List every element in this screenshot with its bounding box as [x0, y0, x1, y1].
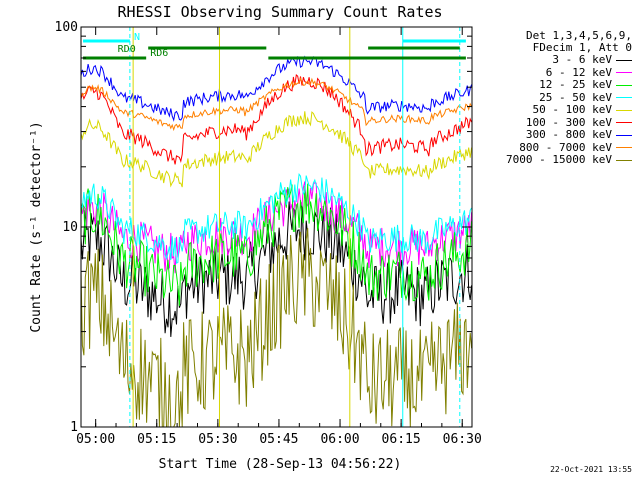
legend-entry: 25 - 50 keV — [462, 90, 632, 105]
x-tick-label: 05:15 — [137, 432, 176, 447]
x-tick-label: 05:30 — [198, 432, 237, 447]
legend-entry: 800 - 7000 keV — [462, 140, 632, 155]
legend-swatch — [616, 84, 632, 86]
legend-header-line-2: FDecim 1, Att 0 — [532, 41, 632, 54]
x-tick-label: 05:00 — [76, 432, 115, 447]
x-tick-label: 05:45 — [259, 432, 298, 447]
series-line — [80, 183, 473, 307]
legend-label: 50 - 100 keV — [532, 103, 612, 117]
series-line — [80, 181, 473, 274]
legend-swatch — [616, 97, 632, 99]
chart-title: RHESSI Observing Summary Count Rates — [117, 3, 442, 21]
x-tick-label: 06:30 — [443, 432, 482, 447]
legend-entry: 6 - 12 keV — [462, 65, 632, 80]
series-line — [80, 77, 473, 132]
y-tick-label: 10 — [62, 220, 78, 235]
annotation-label: RD0 — [118, 44, 136, 55]
legend-entry: 100 - 300 keV — [462, 115, 632, 130]
plot-frame — [80, 26, 473, 428]
legend: Det 1,3,4,5,6,9, FDecim 1, Att 0 3 - 6 k… — [462, 30, 632, 167]
annotation-label: N — [134, 32, 140, 43]
legend-swatch — [616, 59, 632, 61]
series-line — [80, 55, 473, 122]
y-tick-label: 100 — [55, 20, 78, 35]
series-line — [80, 173, 473, 264]
legend-label: 6 - 12 keV — [545, 65, 612, 79]
legend-entry: 7000 - 15000 keV — [462, 154, 632, 167]
legend-label: 100 - 300 keV — [525, 115, 612, 129]
legend-swatch — [616, 134, 632, 136]
series-line — [80, 228, 473, 428]
series-line — [80, 74, 473, 165]
legend-swatch — [616, 109, 632, 111]
y-axis-label: Count Rate (s⁻¹ detector⁻¹) — [29, 121, 44, 332]
x-axis-label: Start Time (28-Sep-13 04:56:22) — [159, 457, 402, 472]
legend-swatch — [616, 159, 632, 161]
y-tick-label: 1 — [70, 420, 78, 435]
annotation-label: RD6 — [150, 48, 168, 59]
series-line — [80, 111, 473, 188]
legend-swatch — [616, 72, 632, 74]
legend-label: 7000 - 15000 keV — [506, 153, 612, 167]
axes: 05:00 05:15 05:30 05:45 06:00 06:15 06:30 1 10 10… — [55, 20, 482, 447]
legend-header-line-1: Det 1,3,4,5,6,9, — [526, 29, 632, 42]
legend-swatch — [616, 122, 632, 124]
legend-swatch — [616, 147, 632, 149]
x-tick-label: 06:00 — [320, 432, 359, 447]
legend-entry: 12 - 25 keV — [462, 79, 632, 92]
legend-entry: 50 - 100 keV — [462, 104, 632, 117]
footer-timestamp: 22-Oct-2021 13:55 — [550, 465, 632, 474]
legend-entry: 3 - 6 keV — [462, 54, 632, 67]
legend-label: 3 - 6 keV — [552, 53, 612, 67]
legend-label: 300 - 800 keV — [525, 128, 612, 142]
legend-label: 25 - 50 keV — [539, 90, 612, 104]
legend-label: 12 - 25 keV — [539, 78, 612, 92]
x-tick-label: 06:15 — [382, 432, 421, 447]
legend-label: 800 - 7000 keV — [519, 140, 612, 154]
legend-entry: 300 - 800 keV — [462, 129, 632, 142]
